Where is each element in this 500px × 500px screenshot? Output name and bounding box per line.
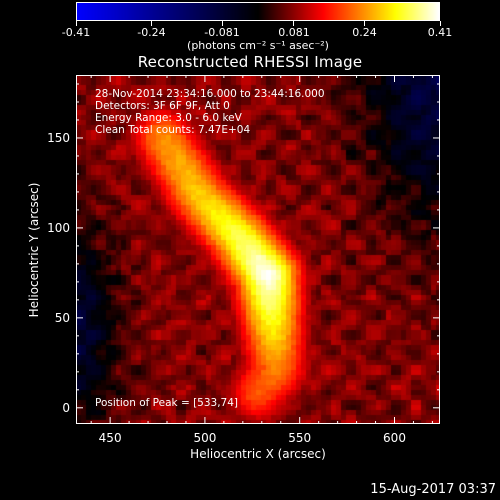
y-tick-label: 150 — [47, 131, 70, 145]
x-tick-label: 550 — [288, 431, 311, 445]
y-tick-label: 100 — [47, 221, 70, 235]
y-tick-label: 0 — [62, 401, 70, 415]
colorbar — [76, 2, 440, 21]
chart-title: Reconstructed RHESSI Image — [137, 53, 363, 71]
x-tick-label: 450 — [99, 431, 122, 445]
x-tick-label: 500 — [193, 431, 216, 445]
method-counts-annotation: Clean Total counts: 7.47E+04 — [95, 124, 251, 136]
colorbar-tick-label: -0.41 — [61, 26, 91, 39]
colorbar-tick-label: 0.081 — [278, 26, 310, 39]
colorbar-tick — [221, 21, 223, 26]
detectors-annotation: Detectors: 3F 6F 9F, Att 0 — [95, 100, 230, 112]
x-tick-label: 600 — [383, 431, 406, 445]
y-tick-label: 50 — [55, 311, 70, 325]
generation-date: 15-Aug-2017 03:37 — [370, 482, 496, 497]
colorbar-tick — [75, 21, 77, 26]
colorbar-tick-label: 0.41 — [427, 26, 453, 39]
colorbar-tick-label: -0.24 — [137, 26, 166, 39]
colorbar-gradient — [77, 3, 439, 20]
colorbar-tick — [150, 21, 152, 26]
colorbar-tick-label: 0.24 — [352, 26, 377, 39]
energy-range-annotation: Energy Range: 3.0 - 6.0 keV — [95, 112, 242, 124]
x-axis-label: Heliocentric X (arcsec) — [190, 447, 326, 461]
y-axis-label: Heliocentric Y (arcsec) — [27, 182, 41, 318]
colorbar-tick — [364, 21, 366, 26]
colorbar-tick — [439, 21, 441, 26]
colorbar-tick-label: -0.081 — [204, 26, 240, 39]
colorbar-tick — [293, 21, 295, 26]
time-range-annotation: 28-Nov-2014 23:34:16.000 to 23:44:16.000 — [95, 88, 325, 100]
peak-position-annotation: Position of Peak = [533,74] — [95, 397, 239, 409]
colorbar-units: (photons cm⁻² s⁻¹ asec⁻²) — [187, 39, 329, 52]
